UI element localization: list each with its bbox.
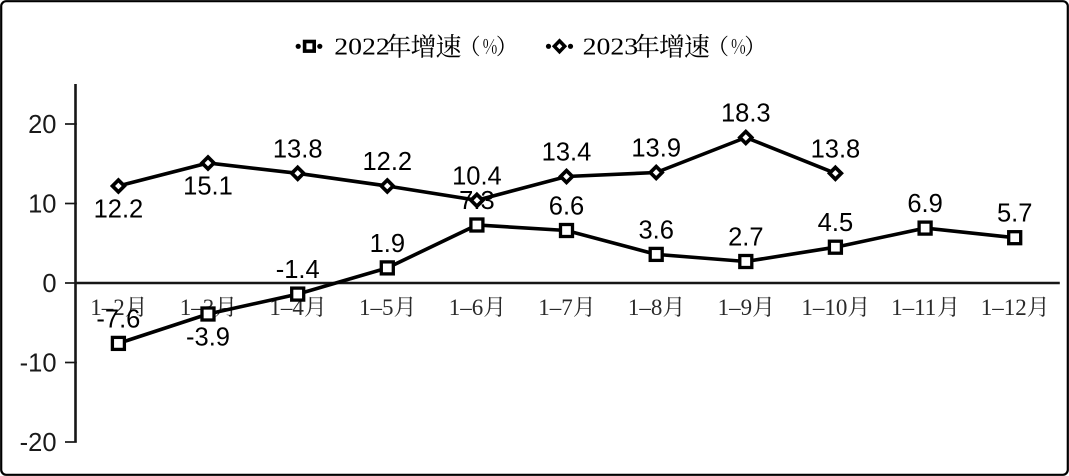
svg-text:6.9: 6.9	[907, 190, 942, 218]
svg-text:4.5: 4.5	[818, 209, 853, 237]
svg-text:1.9: 1.9	[370, 230, 405, 258]
svg-text:1–9: 1–9	[718, 295, 753, 320]
svg-text:3.6: 3.6	[638, 216, 673, 244]
svg-text:-7.6: -7.6	[96, 305, 140, 333]
svg-text:1–12: 1–12	[981, 295, 1027, 320]
svg-text:2.7: 2.7	[728, 224, 763, 252]
svg-text:13.4: 13.4	[542, 139, 592, 167]
svg-text:2023: 2023	[583, 33, 639, 60]
svg-text:5.7: 5.7	[997, 200, 1032, 228]
svg-text:-10: -10	[20, 350, 57, 378]
svg-text:1–10: 1–10	[801, 295, 847, 320]
svg-text:13.8: 13.8	[811, 135, 861, 163]
svg-text:1–7: 1–7	[538, 295, 573, 320]
svg-text:12.2: 12.2	[362, 148, 412, 176]
svg-text:13.9: 13.9	[631, 135, 681, 163]
svg-text:10: 10	[28, 191, 56, 219]
svg-text:0: 0	[42, 270, 56, 298]
svg-text:1–6: 1–6	[449, 295, 484, 320]
svg-text:-3.9: -3.9	[186, 324, 230, 352]
svg-text:1–8: 1–8	[628, 295, 663, 320]
svg-text:18.3: 18.3	[721, 100, 771, 128]
svg-text:13.8: 13.8	[273, 135, 323, 163]
svg-text:12.2: 12.2	[94, 196, 144, 224]
svg-text:1–2: 1–2	[90, 295, 125, 320]
svg-text:1–11: 1–11	[891, 295, 936, 320]
svg-text:-20: -20	[20, 429, 57, 457]
svg-text:20: 20	[28, 111, 56, 139]
svg-text:15.1: 15.1	[183, 173, 233, 201]
svg-text:10.4: 10.4	[452, 162, 502, 190]
svg-text:-1.4: -1.4	[276, 256, 320, 284]
svg-text:6.6: 6.6	[549, 193, 584, 221]
svg-text:1–5: 1–5	[359, 295, 394, 320]
svg-text:2022: 2022	[334, 33, 390, 60]
